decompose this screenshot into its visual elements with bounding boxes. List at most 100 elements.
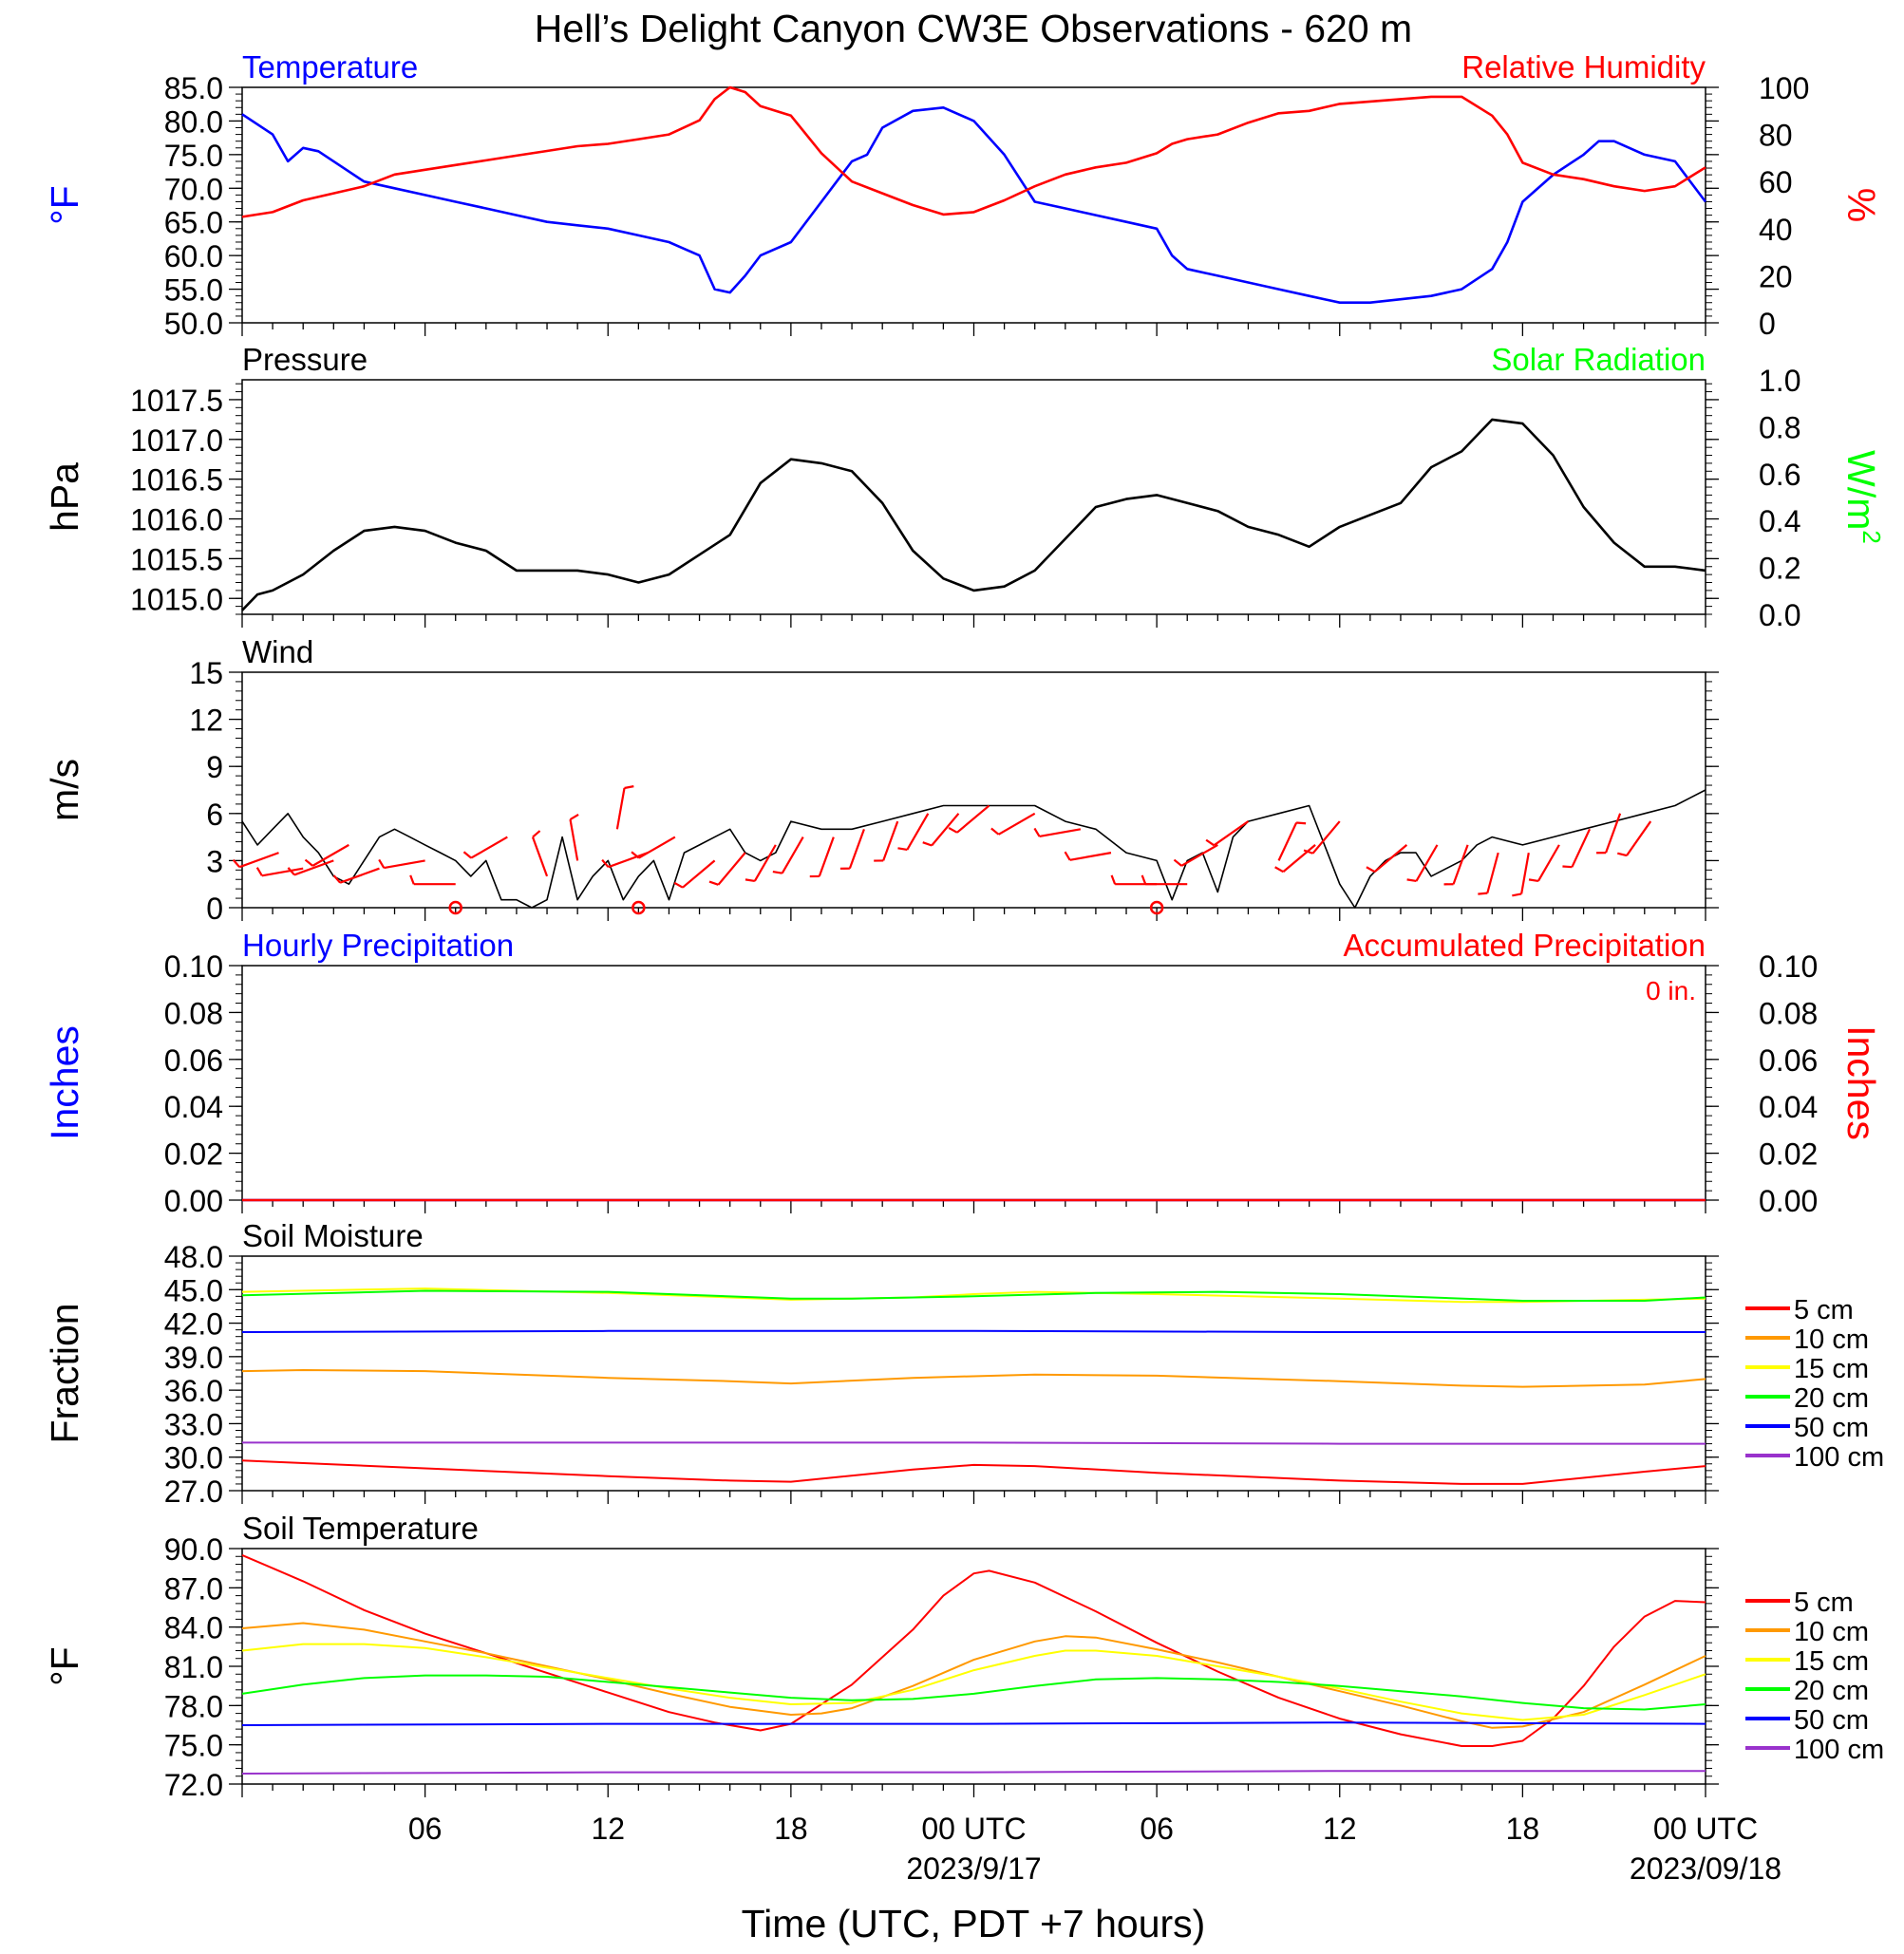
wind-barb-flag	[948, 826, 958, 834]
wind-barb-flag	[1366, 866, 1376, 874]
plot-frame	[241, 671, 1706, 909]
y-tick-label: 30.0	[164, 1441, 223, 1475]
panel-left-title: Soil Temperature	[242, 1511, 479, 1546]
y-tick-label: 70.0	[164, 172, 223, 206]
wind-barb-flag	[255, 867, 263, 876]
wind-barb	[261, 867, 304, 877]
wind-barb	[1282, 844, 1316, 873]
wind-barb	[638, 836, 676, 859]
wind-barb	[311, 843, 349, 867]
wind-barb-flag	[1528, 878, 1539, 883]
wind-barb	[1486, 852, 1499, 893]
x-tick-label: 18	[774, 1812, 808, 1846]
y-tick-label: 65.0	[164, 206, 223, 240]
y-right-tick-label: 20	[1759, 259, 1793, 293]
wind-barb	[848, 828, 865, 870]
legend-label: 5 cm	[1794, 1588, 1854, 1618]
y-tick-label: 1017.0	[130, 423, 223, 458]
wind-barb	[1626, 820, 1652, 856]
wind-barb-flag	[532, 830, 541, 838]
series-line-pressure	[241, 418, 1706, 611]
x-tick-label: 00 UTC	[921, 1812, 1026, 1846]
x-tick-label: 06	[408, 1812, 443, 1846]
wind-barb	[1180, 843, 1218, 867]
legend-label: 100 cm	[1794, 1735, 1884, 1765]
legend-label: 15 cm	[1794, 1354, 1869, 1384]
x-tick-label: 18	[1506, 1812, 1540, 1846]
y-axis-title: Inches	[43, 1025, 86, 1140]
wind-barb-flag	[1406, 878, 1417, 883]
wind-barb-flag	[1303, 849, 1313, 855]
y-right-axis-title: Inches	[1839, 1025, 1883, 1140]
plot-frame	[241, 379, 1706, 615]
time-axis-title: Time (UTC, PDT +7 hours)	[742, 1902, 1206, 1945]
wind-barb	[608, 852, 649, 869]
y-right-tick-label: 1.0	[1759, 364, 1800, 398]
wind-barb-flag	[287, 867, 295, 876]
calm-wind-marker	[1149, 900, 1164, 915]
x-tick-label: 12	[1323, 1812, 1357, 1846]
legend-label: 20 cm	[1794, 1383, 1869, 1414]
x-tick-label: 06	[1140, 1812, 1174, 1846]
y-tick-label: 78.0	[164, 1689, 223, 1723]
y-axis-title: °F	[43, 185, 86, 224]
y-tick-label: 81.0	[164, 1650, 223, 1684]
y-tick-label: 0.08	[164, 996, 223, 1030]
wind-barb	[615, 787, 626, 830]
y-tick-label: 50.0	[164, 307, 223, 341]
pressure-solar-panel: 1017.5 1017.0 1016.5 1016.0 1015.5 1015.0 1.0 0…	[43, 342, 1886, 632]
legend-label: 100 cm	[1794, 1442, 1884, 1473]
y-tick-label: 0.02	[164, 1137, 223, 1172]
y-tick-label: 1015.5	[130, 542, 223, 576]
wind-barb-flag	[304, 858, 313, 867]
unit-superscript: 2	[1857, 530, 1886, 543]
y-tick-label: 36.0	[164, 1374, 223, 1408]
wind-barb	[956, 804, 990, 834]
unit-base: W/m	[1839, 450, 1883, 530]
y-tick-label: 0.10	[164, 949, 223, 984]
y-right-tick-label: 0.4	[1759, 504, 1800, 538]
wind-barb	[238, 852, 279, 869]
y-right-tick-label: 0.0	[1759, 598, 1800, 632]
legend-label: 50 cm	[1794, 1413, 1869, 1443]
series-line-20-cm	[241, 1674, 1706, 1711]
panel-left-title: Hourly Precipitation	[242, 928, 514, 963]
y-axis-title: m/s	[43, 759, 86, 821]
panel-right-title: Solar Radiation	[1491, 342, 1706, 377]
y-tick-label: 48.0	[164, 1240, 223, 1274]
y-tick-label: 33.0	[164, 1407, 223, 1441]
legend-label: 20 cm	[1794, 1676, 1869, 1706]
wind-barb-flag	[624, 785, 634, 790]
y-right-tick-label: 100	[1759, 71, 1809, 105]
y-tick-label: 0.04	[164, 1090, 223, 1124]
y-tick-label: 42.0	[164, 1307, 223, 1342]
y-axis-title: °F	[43, 1646, 86, 1685]
wind-barb-flag	[1296, 821, 1307, 825]
series-line-20-cm	[241, 1289, 1706, 1302]
legend-label: 50 cm	[1794, 1705, 1869, 1736]
y-tick-label: 1017.5	[130, 384, 223, 418]
wind-barb	[882, 820, 899, 861]
wind-barb	[1452, 844, 1469, 885]
y-right-tick-label: 0.04	[1759, 1090, 1818, 1124]
panel-left-title: Pressure	[242, 342, 368, 377]
series-line-50-cm	[241, 1721, 1706, 1726]
y-tick-label: 87.0	[164, 1571, 223, 1606]
wind-barb	[906, 813, 930, 851]
soil-moisture-panel: 48.045.042.039.036.033.030.027.0 Soil Moi…	[43, 1218, 1884, 1509]
wind-barb-flag	[1478, 892, 1488, 895]
wind-barb	[569, 818, 579, 861]
y-axis-title: Fraction	[43, 1303, 86, 1443]
wind-barb	[781, 836, 804, 874]
y-tick-label: 80.0	[164, 104, 223, 139]
x-date-label: 2023/09/18	[1630, 1851, 1781, 1886]
wind-barb-flag	[1274, 866, 1284, 874]
y-tick-label: 45.0	[164, 1273, 223, 1307]
legend-label: 10 cm	[1794, 1325, 1869, 1355]
wind-barb	[293, 859, 334, 876]
series-line-100-cm	[241, 1770, 1706, 1775]
panel-left-title: Temperature	[242, 49, 418, 85]
temperature-humidity-panel: 85.080.075.070.065.060.055.050.0 100 80 60 4…	[43, 49, 1883, 341]
panel-left-title: Soil Moisture	[242, 1218, 424, 1253]
wind-barb	[1571, 828, 1592, 868]
